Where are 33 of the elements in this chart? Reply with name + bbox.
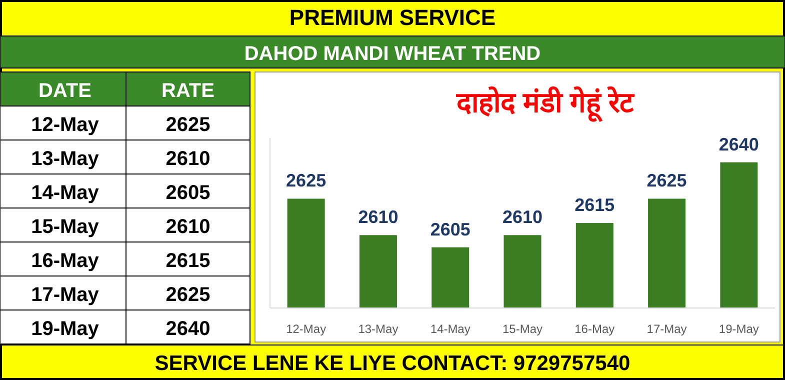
data-label: 2605 bbox=[430, 219, 470, 240]
category-label: 17-May bbox=[31, 284, 100, 306]
x-tick-label: 19-May bbox=[718, 322, 759, 336]
data-label: 2625 bbox=[166, 114, 210, 136]
x-tick-label: 16-May bbox=[574, 322, 615, 336]
category-label: 12-May bbox=[31, 114, 100, 136]
category-label: 16-May bbox=[31, 250, 100, 272]
x-tick-label: 14-May bbox=[430, 322, 470, 336]
category-label: 13-May bbox=[31, 148, 100, 170]
data-label: 2615 bbox=[166, 250, 210, 272]
data-label: 2605 bbox=[166, 182, 210, 204]
data-label: 2625 bbox=[286, 170, 326, 191]
data-label: 2640 bbox=[718, 134, 759, 154]
text: RATE bbox=[162, 80, 214, 102]
x-tick-label: 13-May bbox=[358, 322, 398, 336]
data-label: 2610 bbox=[166, 216, 210, 238]
data-label: 2625 bbox=[166, 284, 210, 306]
data-label: 2610 bbox=[502, 207, 543, 228]
text: SERVICE LENE KE LIYE CONTACT: 9729757540 bbox=[154, 352, 630, 375]
data-label: 2610 bbox=[166, 148, 210, 170]
x-tick-label: 12-May bbox=[286, 322, 326, 336]
text: DATE bbox=[38, 80, 92, 102]
text: PREMIUM SERVICE bbox=[289, 5, 496, 30]
chart-title: दाहोद मंडी गेहूं रेट bbox=[455, 86, 635, 123]
data-label: 2615 bbox=[574, 195, 615, 215]
text: DAHOD MANDI WHEAT TREND bbox=[244, 43, 541, 65]
data-label: 2610 bbox=[358, 207, 398, 228]
x-tick-label: 17-May bbox=[646, 322, 687, 336]
data-label: 2640 bbox=[166, 318, 210, 340]
category-label: 15-May bbox=[31, 216, 100, 238]
data-label: 2625 bbox=[646, 170, 687, 191]
x-tick-label: 15-May bbox=[502, 322, 543, 336]
category-label: 14-May bbox=[31, 182, 100, 204]
